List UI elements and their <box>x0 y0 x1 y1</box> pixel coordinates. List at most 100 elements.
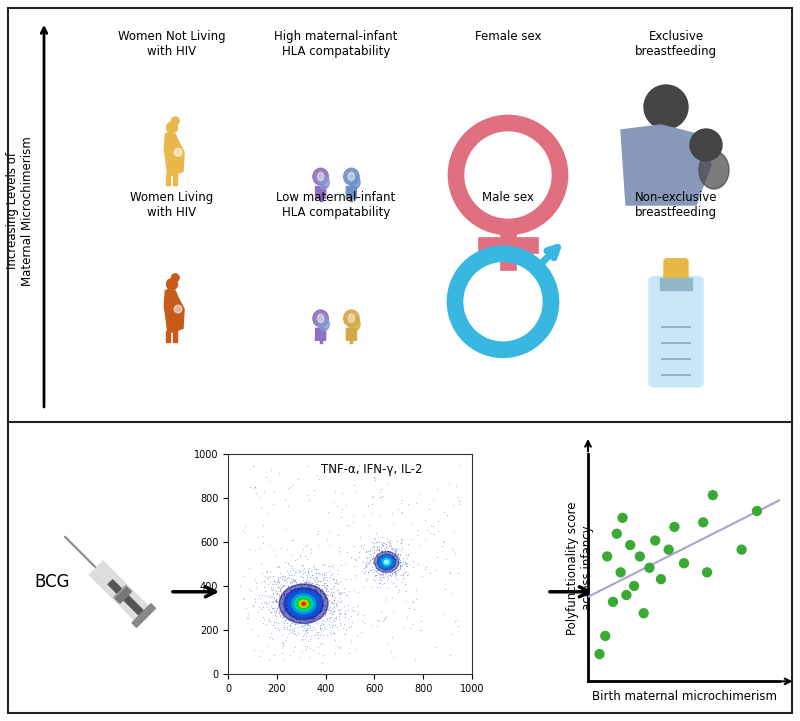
Point <box>321 613 334 624</box>
Point <box>299 583 312 595</box>
Point <box>328 580 341 592</box>
Point <box>275 647 288 659</box>
Point <box>306 611 319 623</box>
Point <box>307 603 320 614</box>
Point <box>261 601 274 612</box>
Point <box>306 593 318 605</box>
Point <box>294 609 307 621</box>
Point <box>314 595 326 606</box>
Circle shape <box>690 129 722 161</box>
Point <box>286 614 298 626</box>
Point <box>291 597 304 609</box>
Point <box>271 574 284 585</box>
Point <box>275 593 288 605</box>
Point <box>285 606 298 618</box>
Point <box>330 575 342 586</box>
Point <box>382 545 395 557</box>
Text: Women Not Living
with HIV: Women Not Living with HIV <box>118 30 226 58</box>
Point <box>266 578 278 589</box>
Point <box>421 524 434 536</box>
Point <box>292 601 305 613</box>
Point <box>296 603 309 614</box>
Point <box>334 603 347 615</box>
Point <box>284 593 297 604</box>
Point <box>303 588 316 600</box>
Point <box>347 516 360 527</box>
Point <box>298 615 311 627</box>
Point <box>367 472 380 483</box>
Point <box>285 607 298 619</box>
Point <box>302 601 314 613</box>
Point <box>287 601 300 612</box>
Point <box>312 592 325 603</box>
Point <box>381 555 394 567</box>
Point <box>338 607 350 619</box>
Point <box>282 597 294 609</box>
Point <box>384 566 397 578</box>
Point <box>391 586 404 598</box>
Point <box>286 604 299 616</box>
Point <box>312 610 325 622</box>
Point <box>308 588 321 599</box>
FancyBboxPatch shape <box>660 278 692 290</box>
Ellipse shape <box>350 317 360 331</box>
Point <box>382 565 395 576</box>
Point <box>280 543 293 554</box>
Point <box>283 584 296 596</box>
Point <box>272 597 285 609</box>
Point <box>298 593 310 605</box>
Point <box>257 618 270 629</box>
Point <box>390 562 402 574</box>
Point <box>314 606 326 618</box>
Point <box>281 621 294 632</box>
Point <box>289 598 302 609</box>
Point <box>310 598 323 609</box>
Point <box>306 597 319 609</box>
Point <box>306 611 318 622</box>
Point <box>326 567 338 579</box>
Point <box>299 627 312 638</box>
Point <box>260 572 273 584</box>
Point <box>272 572 285 584</box>
Point <box>409 585 422 596</box>
Point <box>334 576 346 588</box>
Point <box>288 606 301 617</box>
Point <box>735 544 748 555</box>
Point <box>282 599 295 611</box>
Point <box>289 587 302 598</box>
Point <box>292 600 305 611</box>
Point <box>310 563 322 575</box>
Point <box>238 593 251 604</box>
Point <box>311 589 324 601</box>
Point <box>326 597 339 609</box>
Point <box>392 559 405 570</box>
Point <box>275 608 288 619</box>
Point <box>305 604 318 616</box>
Point <box>294 579 306 590</box>
Point <box>307 612 320 624</box>
Point <box>634 551 646 562</box>
Point <box>266 590 278 602</box>
Point <box>287 595 300 606</box>
Point <box>318 580 331 591</box>
Point <box>301 618 314 629</box>
Point <box>305 584 318 596</box>
Point <box>266 498 279 510</box>
Point <box>314 629 326 641</box>
Point <box>316 597 329 609</box>
Point <box>346 601 359 613</box>
Point <box>246 623 258 634</box>
Point <box>239 521 252 532</box>
Point <box>306 579 319 590</box>
Point <box>399 557 412 569</box>
Point <box>268 593 281 604</box>
Point <box>391 503 404 515</box>
Point <box>278 605 290 616</box>
Point <box>305 577 318 588</box>
Point <box>298 608 310 619</box>
Point <box>362 552 375 563</box>
Point <box>365 561 378 572</box>
Point <box>310 594 323 606</box>
Point <box>395 558 408 570</box>
Point <box>298 604 310 616</box>
